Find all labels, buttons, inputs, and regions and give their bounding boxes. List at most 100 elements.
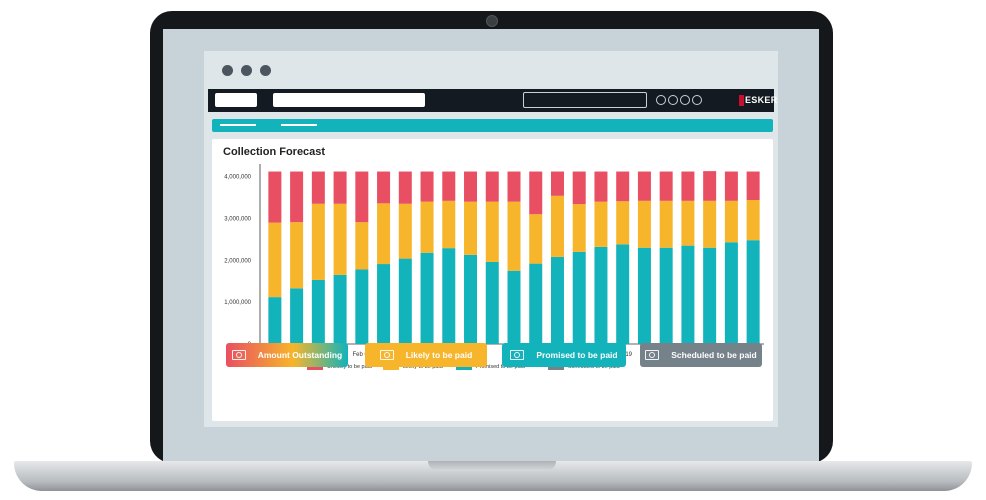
bar-segment-promised-to-be-paid[interactable] (290, 288, 304, 344)
bar-segment-promised-to-be-paid[interactable] (398, 258, 412, 344)
bar-segment-promised-to-be-paid[interactable] (311, 279, 325, 344)
bar-segment-unlikely-to-be-paid[interactable] (637, 171, 651, 201)
button-label: Amount Outstanding (257, 350, 343, 360)
bar-segment-unlikely-to-be-paid[interactable] (529, 171, 543, 215)
bar-segment-likely-to-be-paid[interactable] (485, 201, 499, 262)
bar-segment-promised-to-be-paid[interactable] (550, 256, 564, 344)
bar-segment-likely-to-be-paid[interactable] (333, 203, 347, 275)
bar-segment-unlikely-to-be-paid[interactable] (703, 171, 717, 201)
button-label: Scheduled to be paid (671, 350, 757, 360)
forecast-card: Collection Forecast 01,000,0002,000,0003… (212, 139, 773, 421)
bar-segment-likely-to-be-paid[interactable] (420, 201, 434, 253)
bar-segment-unlikely-to-be-paid[interactable] (681, 171, 695, 201)
logo-mark-icon (739, 94, 744, 106)
bar-segment-likely-to-be-paid[interactable] (464, 201, 478, 255)
bar-segment-likely-to-be-paid[interactable] (724, 200, 738, 243)
nav-circle-icon[interactable] (692, 95, 702, 105)
window-controls (222, 65, 271, 76)
bar-segment-promised-to-be-paid[interactable] (268, 297, 282, 344)
bar-segment-promised-to-be-paid[interactable] (442, 248, 456, 344)
bar-segment-likely-to-be-paid[interactable] (572, 204, 586, 252)
tab-placeholder-1[interactable] (220, 124, 256, 126)
bar-segment-likely-to-be-paid[interactable] (355, 222, 369, 270)
bar-segment-likely-to-be-paid[interactable] (377, 203, 391, 265)
bar-segment-unlikely-to-be-paid[interactable] (311, 171, 325, 204)
amount-outstanding-button[interactable]: Amount Outstanding (226, 343, 348, 367)
bar-segment-unlikely-to-be-paid[interactable] (377, 171, 391, 204)
legend-label: Unlikely to be paid (327, 363, 372, 370)
bar-segment-likely-to-be-paid[interactable] (681, 200, 695, 246)
nav-circle-icon[interactable] (668, 95, 678, 105)
scheduled-to-be-paid-button[interactable]: Scheduled to be paid (640, 343, 762, 367)
window-dot-minimize[interactable] (241, 65, 252, 76)
bar-segment-likely-to-be-paid[interactable] (703, 200, 717, 248)
bar-segment-promised-to-be-paid[interactable] (485, 261, 499, 344)
bar-segment-likely-to-be-paid[interactable] (746, 200, 760, 241)
bar-segment-promised-to-be-paid[interactable] (637, 247, 651, 344)
bar-segment-unlikely-to-be-paid[interactable] (464, 171, 478, 202)
bar-segment-promised-to-be-paid[interactable] (355, 269, 369, 344)
bar-segment-likely-to-be-paid[interactable] (637, 200, 651, 248)
bar-segment-promised-to-be-paid[interactable] (529, 263, 543, 344)
top-navigation-bar: ESKER (208, 89, 777, 112)
bar-segment-likely-to-be-paid[interactable] (311, 203, 325, 280)
bar-segment-likely-to-be-paid[interactable] (290, 222, 304, 289)
bar-segment-unlikely-to-be-paid[interactable] (268, 171, 282, 223)
bar-segment-promised-to-be-paid[interactable] (377, 264, 391, 344)
bar-segment-unlikely-to-be-paid[interactable] (616, 171, 630, 202)
bar-segment-unlikely-to-be-paid[interactable] (594, 171, 608, 202)
bar-segment-likely-to-be-paid[interactable] (616, 201, 630, 245)
bar-segment-unlikely-to-be-paid[interactable] (572, 171, 586, 205)
bar-segment-promised-to-be-paid[interactable] (594, 246, 608, 344)
legend-label: Promised to be paid (476, 363, 525, 370)
bar-segment-likely-to-be-paid[interactable] (659, 200, 673, 248)
bar-segment-promised-to-be-paid[interactable] (333, 274, 347, 344)
bar-segment-unlikely-to-be-paid[interactable] (485, 171, 499, 202)
bar-segment-promised-to-be-paid[interactable] (616, 244, 630, 344)
bar-segment-promised-to-be-paid[interactable] (464, 254, 478, 344)
y-tick-label: 4,000,000 (224, 175, 251, 181)
bar-segment-unlikely-to-be-paid[interactable] (507, 171, 521, 202)
search-input[interactable] (523, 92, 647, 108)
window-dot-close[interactable] (222, 65, 233, 76)
bar-segment-unlikely-to-be-paid[interactable] (420, 171, 434, 202)
collection-forecast-chart: 01,000,0002,000,0003,000,0004,000,000Feb… (224, 164, 764, 358)
bar-segment-promised-to-be-paid[interactable] (507, 270, 521, 344)
bar-segment-likely-to-be-paid[interactable] (398, 203, 412, 259)
tab-placeholder-2[interactable] (281, 124, 317, 126)
bar-segment-unlikely-to-be-paid[interactable] (724, 171, 738, 201)
money-icon (645, 350, 660, 360)
bar-segment-promised-to-be-paid[interactable] (746, 240, 760, 344)
bar-segment-unlikely-to-be-paid[interactable] (398, 171, 412, 204)
button-label: Promised to be paid (536, 350, 618, 360)
bar-segment-likely-to-be-paid[interactable] (550, 195, 564, 257)
bar-segment-likely-to-be-paid[interactable] (594, 201, 608, 247)
bar-segment-unlikely-to-be-paid[interactable] (659, 171, 673, 201)
money-icon (510, 350, 525, 360)
bar-segment-promised-to-be-paid[interactable] (659, 247, 673, 344)
nav-title-placeholder[interactable] (273, 93, 425, 107)
bar-segment-promised-to-be-paid[interactable] (681, 245, 695, 344)
promised-to-be-paid-button[interactable]: Promised to be paid (502, 343, 626, 367)
bar-segment-likely-to-be-paid[interactable] (529, 214, 543, 264)
bar-segment-unlikely-to-be-paid[interactable] (746, 171, 760, 200)
nav-circle-icon[interactable] (680, 95, 690, 105)
bar-segment-likely-to-be-paid[interactable] (442, 200, 456, 249)
button-label: Likely to be paid (405, 350, 473, 360)
bar-segment-unlikely-to-be-paid[interactable] (355, 171, 369, 223)
bar-segment-unlikely-to-be-paid[interactable] (333, 171, 347, 204)
window-dot-maximize[interactable] (260, 65, 271, 76)
bar-segment-promised-to-be-paid[interactable] (703, 247, 717, 344)
nav-circle-icon[interactable] (656, 95, 666, 105)
bar-segment-unlikely-to-be-paid[interactable] (550, 171, 564, 196)
bar-segment-promised-to-be-paid[interactable] (420, 252, 434, 344)
bar-segment-promised-to-be-paid[interactable] (724, 242, 738, 344)
nav-menu-placeholder[interactable] (215, 93, 257, 107)
bar-segment-unlikely-to-be-paid[interactable] (442, 171, 456, 201)
bar-segment-likely-to-be-paid[interactable] (268, 222, 282, 298)
likely-to-be-paid-button[interactable]: Likely to be paid (365, 343, 487, 367)
bar-segment-promised-to-be-paid[interactable] (572, 251, 586, 344)
y-tick-label: 2,000,000 (224, 258, 251, 264)
bar-segment-unlikely-to-be-paid[interactable] (290, 171, 304, 223)
bar-segment-likely-to-be-paid[interactable] (507, 201, 521, 271)
